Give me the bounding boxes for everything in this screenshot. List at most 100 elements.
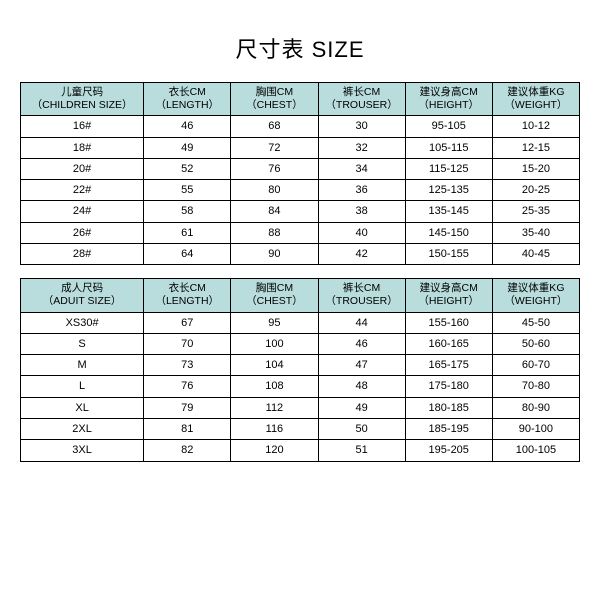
- column-header: 衣长CM（LENGTH）: [144, 83, 231, 116]
- table-cell: XL: [21, 397, 144, 418]
- table-cell: 70: [144, 333, 231, 354]
- table-cell: 88: [231, 222, 318, 243]
- column-header: 成人尺码（ADUIT SIZE）: [21, 279, 144, 312]
- table-cell: 28#: [21, 244, 144, 265]
- size-table: 儿童尺码（CHILDREN SIZE）衣长CM（LENGTH）胸围CM（CHES…: [20, 82, 580, 462]
- table-cell: 60-70: [492, 355, 579, 376]
- table-cell: 175-180: [405, 376, 492, 397]
- table-cell: 22#: [21, 180, 144, 201]
- table-cell: 115-125: [405, 158, 492, 179]
- table-cell: 18#: [21, 137, 144, 158]
- table-cell: 26#: [21, 222, 144, 243]
- table-row: M7310447165-17560-70: [21, 355, 580, 376]
- table-cell: 35-40: [492, 222, 579, 243]
- column-header: 裤长CM（TROUSER）: [318, 83, 405, 116]
- table-cell: 116: [231, 419, 318, 440]
- table-cell: 160-165: [405, 333, 492, 354]
- table-row: 3XL8212051195-205100-105: [21, 440, 580, 461]
- table-cell: 46: [144, 116, 231, 137]
- table-cell: 79: [144, 397, 231, 418]
- table-cell: 50-60: [492, 333, 579, 354]
- column-header: 建议体重KG（WEIGHT）: [492, 83, 579, 116]
- table-cell: 80: [231, 180, 318, 201]
- table-cell: 2XL: [21, 419, 144, 440]
- table-cell: 82: [144, 440, 231, 461]
- table-cell: 108: [231, 376, 318, 397]
- table-cell: 51: [318, 440, 405, 461]
- table-cell: 125-135: [405, 180, 492, 201]
- column-header: 胸围CM（CHEST）: [231, 83, 318, 116]
- table-cell: M: [21, 355, 144, 376]
- table-row: S7010046160-16550-60: [21, 333, 580, 354]
- table-cell: 30: [318, 116, 405, 137]
- table-cell: 47: [318, 355, 405, 376]
- column-header: 衣长CM（LENGTH）: [144, 279, 231, 312]
- column-header: 儿童尺码（CHILDREN SIZE）: [21, 83, 144, 116]
- table-cell: 185-195: [405, 419, 492, 440]
- table-cell: 90-100: [492, 419, 579, 440]
- table-row: XS30#679544155-16045-50: [21, 312, 580, 333]
- table-cell: 49: [144, 137, 231, 158]
- table-cell: 165-175: [405, 355, 492, 376]
- column-header: 建议体重KG（WEIGHT）: [492, 279, 579, 312]
- table-cell: 150-155: [405, 244, 492, 265]
- table-row: 28#649042150-15540-45: [21, 244, 580, 265]
- table-cell: 112: [231, 397, 318, 418]
- table-row: L7610848175-18070-80: [21, 376, 580, 397]
- table-cell: 80-90: [492, 397, 579, 418]
- table-cell: 52: [144, 158, 231, 179]
- column-header: 裤长CM（TROUSER）: [318, 279, 405, 312]
- table-cell: 49: [318, 397, 405, 418]
- table-cell: 67: [144, 312, 231, 333]
- table-cell: 155-160: [405, 312, 492, 333]
- page-title: 尺寸表 SIZE: [235, 32, 364, 64]
- table-cell: 95-105: [405, 116, 492, 137]
- table-cell: 24#: [21, 201, 144, 222]
- table-cell: 15-20: [492, 158, 579, 179]
- table-cell: 90: [231, 244, 318, 265]
- children-header: 儿童尺码（CHILDREN SIZE）衣长CM（LENGTH）胸围CM（CHES…: [21, 83, 580, 116]
- table-row: 26#618840145-15035-40: [21, 222, 580, 243]
- table-row: 18#497232105-11512-15: [21, 137, 580, 158]
- table-cell: 40: [318, 222, 405, 243]
- table-cell: L: [21, 376, 144, 397]
- table-cell: 50: [318, 419, 405, 440]
- column-header: 建议身高CM（HEIGHT）: [405, 279, 492, 312]
- table-row: 2XL8111650185-19590-100: [21, 419, 580, 440]
- table-cell: 10-12: [492, 116, 579, 137]
- table-cell: 73: [144, 355, 231, 376]
- table-cell: 58: [144, 201, 231, 222]
- table-cell: 25-35: [492, 201, 579, 222]
- table-cell: 20-25: [492, 180, 579, 201]
- table-cell: 76: [231, 158, 318, 179]
- table-cell: 68: [231, 116, 318, 137]
- table-cell: S: [21, 333, 144, 354]
- table-cell: 38: [318, 201, 405, 222]
- table-cell: 36: [318, 180, 405, 201]
- table-cell: 42: [318, 244, 405, 265]
- table-cell: 120: [231, 440, 318, 461]
- table-cell: 48: [318, 376, 405, 397]
- table-cell: 20#: [21, 158, 144, 179]
- table-cell: 84: [231, 201, 318, 222]
- children-body: 16#46683095-10510-1218#497232105-11512-1…: [21, 116, 580, 265]
- column-header: 胸围CM（CHEST）: [231, 279, 318, 312]
- table-cell: 135-145: [405, 201, 492, 222]
- table-row: 24#588438135-14525-35: [21, 201, 580, 222]
- table-cell: 100: [231, 333, 318, 354]
- table-cell: 64: [144, 244, 231, 265]
- table-cell: 104: [231, 355, 318, 376]
- table-cell: 180-185: [405, 397, 492, 418]
- table-cell: 70-80: [492, 376, 579, 397]
- table-cell: 44: [318, 312, 405, 333]
- table-cell: 76: [144, 376, 231, 397]
- table-cell: 3XL: [21, 440, 144, 461]
- table-cell: 145-150: [405, 222, 492, 243]
- table-cell: 81: [144, 419, 231, 440]
- table-cell: 55: [144, 180, 231, 201]
- spacer-row: [21, 265, 580, 279]
- table-cell: XS30#: [21, 312, 144, 333]
- table-cell: 12-15: [492, 137, 579, 158]
- table-cell: 95: [231, 312, 318, 333]
- table-cell: 45-50: [492, 312, 579, 333]
